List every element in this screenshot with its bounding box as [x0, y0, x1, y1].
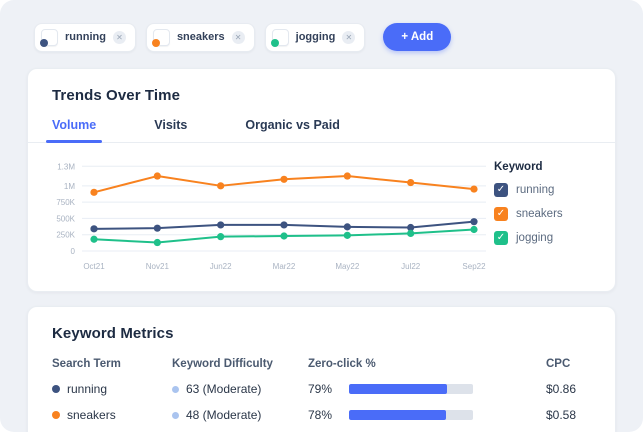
column-header: CPC [546, 358, 571, 370]
svg-text:May22: May22 [335, 262, 360, 271]
difficulty-cell: 48 (Moderate) [172, 408, 308, 422]
legend-checkbox-icon[interactable]: ✓ [494, 207, 508, 221]
cpc-value: $0.86 [546, 382, 577, 396]
zero-click-bar-fill [349, 384, 447, 394]
table-row: sneakers 48 (Moderate) 78% $0.58 [28, 402, 615, 428]
zero-click-bar-track [349, 410, 473, 420]
svg-text:Sep22: Sep22 [462, 262, 486, 271]
chip-close-icon[interactable]: ✕ [112, 30, 126, 44]
difficulty-cell: 63 (Moderate) [172, 382, 308, 396]
chip-color-dot [151, 38, 160, 47]
svg-text:1M: 1M [64, 182, 75, 191]
term-color-dot [52, 385, 60, 393]
svg-text:500K: 500K [56, 214, 75, 223]
chip-close-icon[interactable]: ✕ [231, 30, 245, 44]
legend-item-jogging[interactable]: ✓ jogging [494, 231, 590, 245]
chip-color-dot [270, 38, 279, 47]
svg-text:750K: 750K [56, 198, 75, 207]
table-row: running 63 (Moderate) 79% $0.86 [28, 376, 615, 402]
term-label: running [67, 382, 108, 396]
chip-label: running [65, 31, 106, 43]
chart-area: 0 250K 500K 750K 1M 1.3M Oct21 Nov21 Jun22 Mar22 M… [28, 143, 615, 291]
column-header: Zero-click % [308, 358, 376, 370]
chart-legend: Keyword ✓ running ✓ sneakers ✓ jogging [494, 153, 590, 281]
zero-click-bar-track [349, 384, 473, 394]
trends-card: Trends Over Time Volume Visits Organic vs … [27, 68, 616, 292]
keyword-chips-row: running ✕ sneakers ✕ jogging ✕ + Add [0, 20, 643, 54]
search-term-cell: sneakers [52, 408, 172, 422]
chip-color-box [151, 28, 170, 47]
tab-organic-vs-paid[interactable]: Organic vs Paid [245, 118, 340, 132]
legend-title: Keyword [494, 161, 543, 173]
chip-color-box [40, 28, 58, 47]
chip-label: jogging [295, 31, 336, 43]
legend-items: ✓ running ✓ sneakers ✓ jogging [494, 183, 590, 245]
column-header: Keyword Difficulty [172, 358, 273, 370]
metrics-title: Keyword Metrics [52, 325, 174, 342]
difficulty-value: 48 (Moderate) [186, 408, 262, 422]
cpc-cell: $0.86 [546, 382, 616, 396]
keyword-chip[interactable]: jogging ✕ [264, 22, 366, 52]
zero-click-bar-fill [349, 410, 446, 420]
cpc-value: $0.58 [546, 408, 577, 422]
zero-click-percent: 78% [308, 408, 333, 422]
table-row: jogging45 (Moderate)77%$0.74 [28, 428, 615, 432]
legend-label: sneakers [516, 208, 563, 220]
legend-checkbox-icon[interactable]: ✓ [494, 231, 508, 245]
zero-click-percent: 79% [308, 382, 333, 396]
chip-color-box [270, 28, 289, 47]
svg-text:Mar22: Mar22 [273, 262, 296, 271]
search-term-cell: running [52, 382, 172, 396]
add-keyword-button[interactable]: + Add [383, 23, 452, 51]
zero-click-cell: 78% [308, 408, 546, 422]
legend-item-sneakers[interactable]: ✓ sneakers [494, 207, 590, 221]
svg-text:Nov21: Nov21 [146, 262, 170, 271]
keyword-chip[interactable]: sneakers ✕ [145, 22, 255, 52]
zero-click-cell: 79% [308, 382, 546, 396]
svg-text:250K: 250K [56, 231, 75, 240]
term-label: sneakers [67, 408, 116, 422]
svg-text:0: 0 [71, 247, 76, 256]
cpc-cell: $0.58 [546, 408, 616, 422]
svg-text:Jul22: Jul22 [401, 262, 421, 271]
chip-color-dot [40, 38, 48, 47]
table-header: Search Term Keyword Difficulty Zero-click … [28, 352, 615, 376]
chip-label: sneakers [176, 31, 225, 43]
trends-title: Trends Over Time [52, 87, 181, 104]
trends-tabs: Volume Visits Organic vs Paid [28, 104, 615, 143]
keyword-chips: running ✕ sneakers ✕ jogging ✕ [34, 22, 366, 52]
difficulty-dot-icon [172, 385, 179, 393]
legend-label: running [516, 184, 555, 196]
difficulty-dot-icon [172, 411, 179, 419]
trends-line-chart: 0 250K 500K 750K 1M 1.3M Oct21 Nov21 Jun22 Mar22 M… [56, 162, 486, 271]
keyword-chip[interactable]: running ✕ [34, 22, 136, 52]
tab-visits[interactable]: Visits [154, 118, 188, 132]
metrics-card: Keyword Metrics Search Term Keyword Diffi… [27, 306, 616, 432]
tab-volume[interactable]: Volume [45, 118, 103, 143]
svg-text:Oct21: Oct21 [83, 262, 105, 271]
difficulty-value: 63 (Moderate) [186, 382, 262, 396]
svg-text:1.3M: 1.3M [57, 162, 75, 171]
svg-text:Jun22: Jun22 [210, 262, 232, 271]
legend-checkbox-icon[interactable]: ✓ [494, 183, 508, 197]
chip-close-icon[interactable]: ✕ [342, 30, 356, 44]
column-header: Search Term [52, 358, 121, 370]
legend-item-running[interactable]: ✓ running [494, 183, 590, 197]
term-color-dot [52, 411, 60, 419]
legend-label: jogging [516, 232, 554, 244]
table-body: running 63 (Moderate) 79% $0.86 sneakers 48 (… [28, 376, 615, 432]
